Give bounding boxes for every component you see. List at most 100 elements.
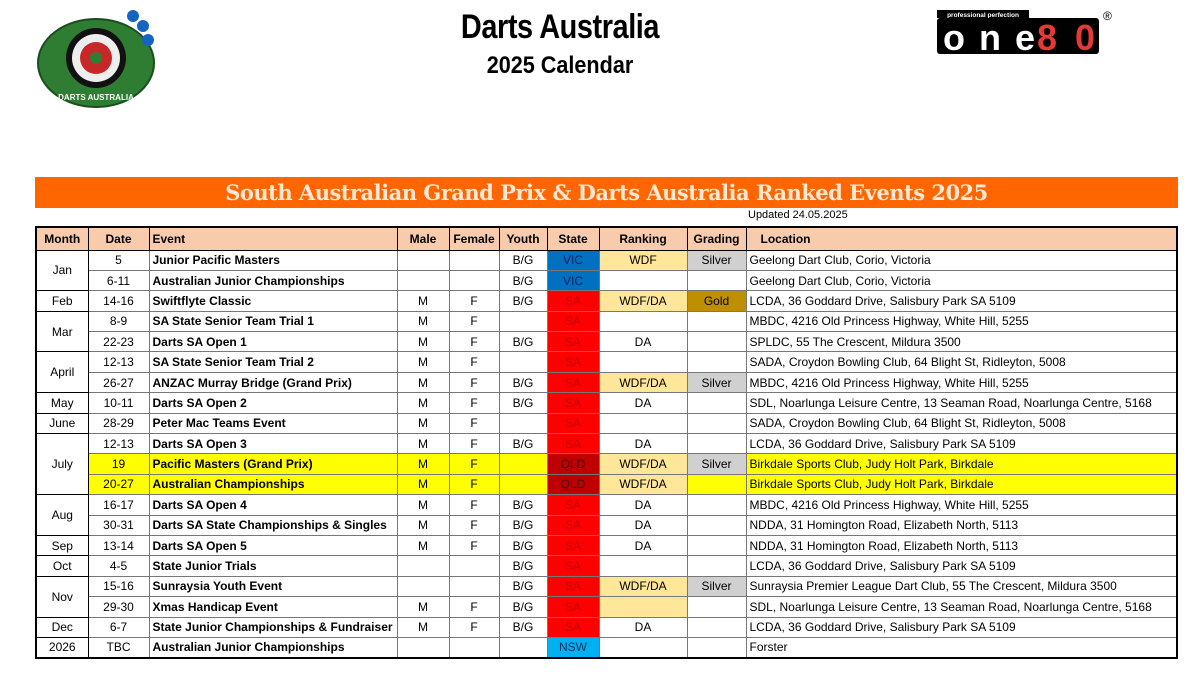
grading-cell (686, 310, 747, 333)
event-cell: Swiftflyte Classic (148, 290, 398, 312)
table-row: Oct 4-5 State Junior Trials B/G SA LCDA, 36 G… (35, 555, 1178, 577)
table-row: Nov 15-16 Sunraysia Youth Event B/G SA WDF/DA… (35, 575, 1178, 618)
grading-cell (686, 269, 747, 292)
male-cell: M (396, 596, 450, 618)
date-cell: 6-7 (87, 616, 150, 638)
location-cell: Birkdale Sports Club, Judy Holt Park, Bi… (745, 473, 1178, 496)
male-cell: M (396, 412, 450, 435)
table-row: 2026 TBC Australian Junior Championships NS… (35, 636, 1178, 659)
youth-cell: B/G (498, 392, 548, 414)
ranking-cell (598, 310, 688, 333)
grading-cell (686, 412, 747, 435)
youth-cell (498, 473, 548, 496)
table-row: Jan 5 Junior Pacific Masters B/G VIC WDF Silve… (35, 249, 1178, 292)
header-row: Month Date Event Male Female Youth State… (35, 226, 1178, 251)
event-cell: SA State Senior Team Trial 2 (148, 351, 398, 373)
state-cell: SA (546, 616, 600, 638)
male-cell: M (396, 290, 450, 312)
state-cell: SA (546, 412, 600, 435)
grading-cell: Silver (686, 575, 747, 598)
ranking-cell: DA (598, 616, 688, 638)
location-cell: SDL, Noarlunga Leisure Centre, 13 Seaman… (745, 596, 1178, 618)
table-row: Aug 16-17 Darts SA Open 4 M F B/G SA DA MBDC, 42… (35, 494, 1178, 536)
date-cell: 19 (87, 453, 150, 475)
date-cell: 5 (87, 249, 150, 271)
event-cell: Darts SA Open 4 (148, 494, 398, 516)
state-cell: SA (546, 494, 600, 516)
location-cell: SPLDC, 55 The Crescent, Mildura 3500 (745, 331, 1178, 353)
female-cell: F (448, 412, 500, 435)
grading-cell (686, 616, 747, 638)
location-cell: MBDC, 4216 Old Princess Highway, White H… (745, 371, 1178, 394)
location-cell: LCDA, 36 Goddard Drive, Salisbury Park S… (745, 616, 1178, 638)
state-cell: QLD (546, 473, 600, 496)
table-row: Dec 6-7 State Junior Championships & Fundr… (35, 616, 1178, 638)
location-cell: SDL, Noarlunga Leisure Centre, 13 Seaman… (745, 392, 1178, 414)
ranking-cell: DA (598, 534, 688, 557)
male-cell (396, 575, 450, 598)
state-cell: SA (546, 514, 600, 536)
col-male: Male (396, 226, 450, 251)
male-cell: M (396, 494, 450, 516)
location-cell: Forster (745, 636, 1178, 659)
ranking-cell: WDF/DA (598, 453, 688, 475)
location-cell: Geelong Dart Club, Corio, Victoria (745, 269, 1178, 292)
female-cell: F (448, 331, 500, 353)
month-cell: April (35, 351, 89, 394)
state-cell: SA (546, 351, 600, 373)
female-cell: F (448, 596, 500, 618)
state-cell: VIC (546, 249, 600, 271)
date-cell: 8-9 (87, 310, 150, 333)
state-cell: SA (546, 433, 600, 455)
female-cell (448, 555, 500, 577)
grading-cell (686, 636, 747, 659)
male-cell: M (396, 351, 450, 373)
date-cell: 6-11 (87, 269, 150, 292)
date-cell: 4-5 (87, 555, 150, 577)
grading-cell (686, 494, 747, 516)
event-cell: State Junior Trials (148, 555, 398, 577)
state-cell: SA (546, 392, 600, 414)
month-cell: July (35, 433, 89, 496)
location-cell: MBDC, 4216 Old Princess Highway, White H… (745, 494, 1178, 516)
male-cell: M (396, 473, 450, 496)
svg-text:one: one (943, 17, 1035, 56)
grading-cell (686, 433, 747, 455)
youth-cell (498, 412, 548, 435)
date-cell: 28-29 (87, 412, 150, 435)
col-ranking: Ranking (598, 226, 688, 251)
col-event: Event (148, 226, 398, 251)
male-cell: M (396, 534, 450, 557)
male-cell: M (396, 514, 450, 536)
event-cell: Xmas Handicap Event (148, 596, 398, 618)
month-cell: May (35, 392, 89, 414)
event-cell: Darts SA Open 3 (148, 433, 398, 455)
ranking-cell: WDF/DA (598, 575, 688, 598)
location-cell: SADA, Croydon Bowling Club, 64 Blight St… (745, 412, 1178, 435)
event-cell: ANZAC Murray Bridge (Grand Prix) (148, 371, 398, 394)
grading-cell (686, 351, 747, 373)
ranking-cell: WDF/DA (598, 371, 688, 394)
section-banner: South Australian Grand Prix & Darts Aust… (35, 177, 1178, 208)
month-cell: Dec (35, 616, 89, 638)
location-cell: LCDA, 36 Goddard Drive, Salisbury Park S… (745, 290, 1178, 312)
female-cell: F (448, 371, 500, 394)
date-cell: 30-31 (87, 514, 150, 536)
ranking-cell: DA (598, 433, 688, 455)
youth-cell: B/G (498, 596, 548, 618)
female-cell: F (448, 310, 500, 333)
grading-cell: Silver (686, 453, 747, 475)
month-cell: Aug (35, 494, 89, 536)
grading-cell (686, 473, 747, 496)
female-cell (448, 269, 500, 292)
youth-cell: B/G (498, 555, 548, 577)
male-cell: M (396, 392, 450, 414)
female-cell: F (448, 351, 500, 373)
male-cell (396, 636, 450, 659)
col-date: Date (87, 226, 150, 251)
location-cell: Geelong Dart Club, Corio, Victoria (745, 249, 1178, 271)
location-cell: LCDA, 36 Goddard Drive, Salisbury Park S… (745, 555, 1178, 577)
table-row: 26-27 ANZAC Murray Bridge (Grand Prix) M F B… (36, 371, 1178, 394)
youth-cell: B/G (498, 433, 548, 455)
grading-cell (686, 534, 747, 557)
